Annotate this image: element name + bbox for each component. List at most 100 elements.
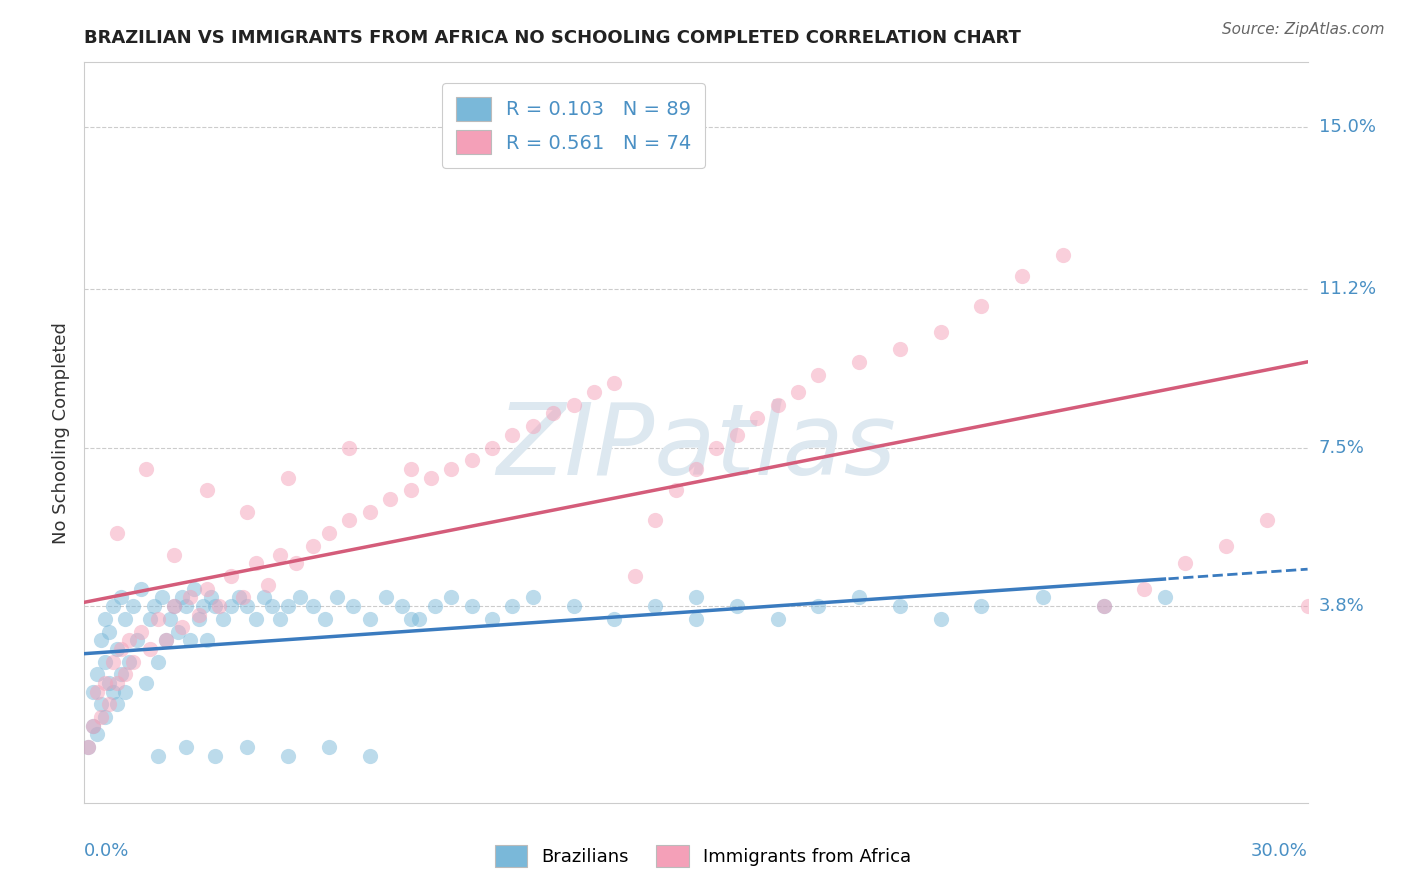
Point [146, 748, 169, 763]
Point [399, 462, 422, 476]
Point [391, 599, 413, 613]
Point [359, 505, 381, 519]
Point [644, 599, 666, 613]
Point [93, 710, 115, 724]
Point [114, 612, 136, 626]
Text: BRAZILIAN VS IMMIGRANTS FROM AFRICA NO SCHOOLING COMPLETED CORRELATION CHART: BRAZILIAN VS IMMIGRANTS FROM AFRICA NO S… [84, 29, 1021, 47]
Point [260, 599, 283, 613]
Point [110, 591, 132, 605]
Point [481, 441, 503, 455]
Point [93, 612, 115, 626]
Point [191, 599, 214, 613]
Point [118, 633, 141, 648]
Point [245, 612, 267, 626]
Point [787, 384, 810, 399]
Point [236, 740, 259, 755]
Point [725, 599, 748, 613]
Point [644, 513, 666, 527]
Point [204, 599, 226, 613]
Point [1256, 513, 1278, 527]
Legend: Brazilians, Immigrants from Africa: Brazilians, Immigrants from Africa [485, 836, 921, 876]
Point [848, 355, 870, 369]
Point [138, 641, 160, 656]
Point [77, 740, 100, 755]
Text: ZIPatlas: ZIPatlas [496, 399, 896, 496]
Point [110, 667, 132, 681]
Point [562, 398, 585, 412]
Point [236, 599, 259, 613]
Point [1052, 248, 1074, 262]
Text: Source: ZipAtlas.com: Source: ZipAtlas.com [1222, 22, 1385, 37]
Point [766, 398, 789, 412]
Point [101, 655, 124, 669]
Point [326, 591, 349, 605]
Point [105, 698, 128, 712]
Point [359, 612, 381, 626]
Point [187, 607, 209, 622]
Point [277, 599, 299, 613]
Point [339, 513, 361, 527]
Point [301, 599, 323, 613]
Point [380, 491, 402, 506]
Point [1011, 269, 1033, 284]
Point [236, 505, 259, 519]
Point [848, 591, 870, 605]
Point [929, 325, 952, 339]
Point [97, 624, 120, 639]
Point [155, 633, 177, 648]
Point [155, 633, 177, 648]
Point [195, 582, 218, 596]
Point [114, 684, 136, 698]
Point [461, 453, 484, 467]
Point [603, 612, 626, 626]
Point [245, 556, 267, 570]
Point [212, 612, 235, 626]
Point [318, 526, 340, 541]
Y-axis label: No Schooling Completed: No Schooling Completed [52, 322, 70, 543]
Point [253, 591, 276, 605]
Point [1174, 556, 1197, 570]
Point [502, 427, 524, 442]
Point [461, 599, 484, 613]
Point [179, 633, 201, 648]
Point [200, 591, 222, 605]
Point [725, 427, 748, 442]
Text: 3.8%: 3.8% [1319, 597, 1364, 615]
Point [685, 612, 707, 626]
Point [135, 676, 157, 690]
Point [195, 483, 218, 498]
Point [747, 410, 769, 425]
Point [342, 599, 364, 613]
Point [167, 624, 190, 639]
Point [624, 569, 647, 583]
Point [665, 483, 688, 498]
Point [187, 612, 209, 626]
Point [219, 569, 242, 583]
Point [97, 676, 120, 690]
Point [257, 577, 280, 591]
Point [105, 526, 128, 541]
Point [1032, 591, 1054, 605]
Point [208, 599, 231, 613]
Point [122, 655, 145, 669]
Text: 30.0%: 30.0% [1251, 842, 1308, 860]
Point [290, 591, 312, 605]
Point [522, 591, 544, 605]
Point [183, 582, 205, 596]
Point [90, 710, 112, 724]
Point [195, 633, 218, 648]
Point [1215, 539, 1237, 553]
Point [339, 441, 361, 455]
Point [277, 748, 299, 763]
Point [93, 655, 115, 669]
Point [146, 655, 169, 669]
Point [86, 684, 108, 698]
Point [163, 599, 186, 613]
Point [562, 599, 585, 613]
Point [97, 698, 120, 712]
Point [90, 698, 112, 712]
Point [174, 740, 197, 755]
Point [110, 641, 132, 656]
Point [502, 599, 524, 613]
Point [285, 556, 308, 570]
